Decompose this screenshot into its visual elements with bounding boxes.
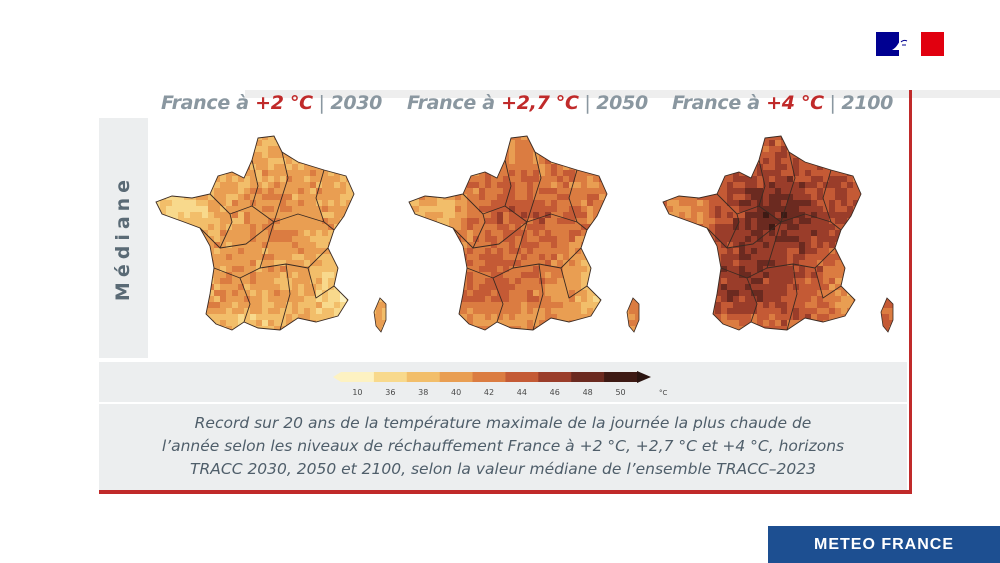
colorbar-tick-label: 36 — [385, 388, 395, 397]
france-outline — [155, 135, 355, 331]
colorbar-segment — [571, 372, 605, 382]
title-prefix: France à — [672, 92, 767, 114]
colorbar-unit: °C — [659, 389, 668, 397]
title-year: 2050 — [596, 92, 648, 114]
corsica-outline — [626, 297, 640, 333]
caption-line: Record sur 20 ans de la température maxi… — [194, 414, 812, 432]
temperature-field — [156, 136, 386, 332]
colorbar-segment — [406, 372, 441, 382]
corsica-outline — [373, 297, 387, 333]
title-separator: | — [312, 92, 331, 114]
row-label-band — [99, 118, 149, 358]
frame-top-band — [245, 90, 1000, 98]
colorbar-tick-label: 40 — [451, 388, 461, 397]
title-year: 2030 — [330, 92, 383, 114]
colorbar-segment — [505, 372, 539, 382]
region-borders — [706, 151, 842, 331]
title-prefix: France à — [407, 92, 502, 114]
figure-panel: France à +2 °C | 2030 France à +2,7 °C |… — [95, 86, 1000, 494]
caption-line: l’année selon les niveaux de réchauffeme… — [161, 437, 845, 455]
france-map-svg — [408, 135, 640, 333]
panel-title-2030: France à +2 °C | 2030 — [161, 92, 382, 114]
flag-red-stripe — [921, 32, 944, 56]
france-outline — [408, 135, 608, 331]
colorbar-tick-label: 44 — [517, 388, 527, 397]
colorbar-segment — [373, 372, 408, 382]
marianne-flag-icon — [892, 37, 909, 50]
france-map-svg — [155, 135, 387, 333]
corsica-outline — [880, 297, 894, 333]
frame-right-border — [909, 90, 912, 492]
republique-francaise-logo — [876, 32, 944, 56]
colorbar-svg: 10 36 38 40 42 44 46 48 50 °C — [333, 371, 668, 397]
title-year: 2100 — [841, 92, 894, 114]
colorbar-tick-label: 10 — [352, 388, 362, 397]
colorbar-tick-label: 42 — [484, 388, 494, 397]
colorbar-tick-label: 38 — [418, 388, 428, 397]
title-separator: | — [578, 92, 597, 114]
colorbar-arrow-low — [333, 372, 341, 382]
region-borders — [452, 151, 588, 331]
france-map-svg — [662, 135, 894, 333]
title-warming: +2 °C — [255, 92, 313, 114]
temperature-field — [409, 136, 639, 332]
meteo-france-brand: METEO FRANCE — [768, 526, 1000, 563]
frame-bottom-border — [99, 490, 912, 494]
title-separator: | — [823, 92, 842, 114]
figure-caption: Record sur 20 ans de la température maxi… — [105, 412, 901, 481]
colorbar-arrow — [637, 371, 651, 383]
france-map-2030 — [148, 118, 394, 360]
temperature-field — [663, 136, 893, 332]
colorbar-segment — [439, 372, 474, 382]
colorbar-tick-label: 50 — [615, 388, 625, 397]
panel-title-2050: France à +2,7 °C | 2050 — [407, 92, 648, 114]
title-warming: +2,7 °C — [501, 92, 579, 114]
colorbar-segment — [538, 372, 572, 382]
caption-band — [99, 404, 907, 490]
france-outline — [662, 135, 862, 331]
france-map-2050 — [401, 118, 647, 360]
colorbar-segment — [472, 372, 506, 382]
row-label-mediane: Médiane — [112, 174, 134, 302]
caption-line: TRACC 2030, 2050 et 2100, selon la valeu… — [190, 460, 816, 478]
colorbar-segment — [341, 372, 375, 382]
temperature-colorbar: 10 36 38 40 42 44 46 48 50 °C — [333, 368, 673, 398]
panel-title-2100: France à +4 °C | 2100 — [672, 92, 893, 114]
colorbar-segment — [604, 372, 638, 382]
colorbar-tick-label: 48 — [583, 388, 593, 397]
colorbar-tick-label: 46 — [550, 388, 560, 397]
title-warming: +4 °C — [766, 92, 824, 114]
flag-white-stripe — [892, 32, 921, 56]
region-borders — [199, 151, 335, 331]
title-prefix: France à — [161, 92, 256, 114]
france-map-2100 — [655, 118, 901, 360]
